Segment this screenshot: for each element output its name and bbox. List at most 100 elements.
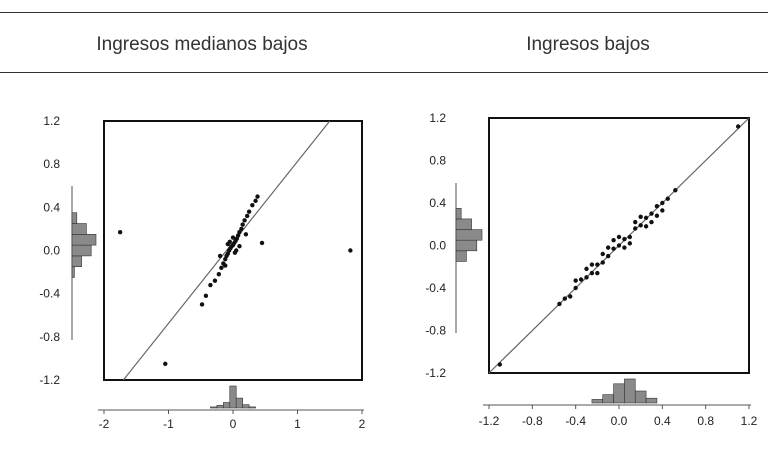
chart2-point-16 (633, 226, 638, 231)
chart2-point-6 (578, 277, 584, 282)
chart2-y-tick-label: -0.8 (425, 324, 446, 338)
chart2-point-32 (622, 245, 627, 250)
chart2-point-26 (605, 245, 611, 250)
chart2-point-15 (627, 234, 633, 240)
chart1-x-hist-bar-3 (229, 385, 237, 409)
chart2-point-11 (605, 253, 611, 259)
chart2-y-tick-label: 0.8 (429, 154, 446, 168)
chart1-point-39 (225, 241, 231, 247)
chart2-point-25 (595, 270, 600, 276)
chart1-point-27 (246, 209, 252, 214)
chart1-x-hist-bar-0 (210, 406, 218, 409)
chart2-point-38 (600, 251, 605, 257)
chart2-y-tick-label: 0.0 (429, 239, 446, 253)
chart2-point-37 (654, 213, 660, 218)
chart2-point-14 (622, 236, 627, 242)
chart1-x-hist-bar-2 (223, 402, 231, 409)
chart2-x-tick-label: -1.2 (479, 414, 500, 428)
chart2-point-29 (638, 214, 643, 220)
chart1-x-tick-label: 1 (294, 417, 301, 431)
chart1-y-hist-bar-2 (71, 244, 92, 257)
chart1-point-34 (230, 235, 236, 240)
chart2-x-tick-label: 0.4 (654, 414, 671, 428)
chart1-frame (103, 120, 363, 381)
chart2-point-33 (611, 237, 616, 243)
chart1-point-6 (208, 282, 213, 288)
chart2-point-7 (584, 275, 589, 280)
chart1-point-8 (216, 272, 222, 277)
chart1-point-25 (242, 218, 247, 223)
panel-title-right: Ingresos bajos (526, 34, 650, 55)
chart1-point-0 (117, 229, 123, 235)
chart2-point-30 (649, 219, 654, 225)
chart1-point-24 (240, 222, 245, 227)
chart1-point-36 (217, 253, 223, 259)
chart2-point-9 (595, 262, 600, 267)
chart1-y-tick-label: -0.8 (39, 330, 60, 344)
chart2-point-4 (568, 294, 573, 299)
chart2-y-tick-label: 1.2 (429, 111, 446, 125)
chart2-point-23 (673, 188, 678, 193)
chart2-point-3 (562, 296, 568, 301)
chart1-y-tick-label: 0.8 (43, 157, 60, 171)
chart2-point-36 (589, 262, 595, 267)
chart1-x-tick-label: 2 (359, 417, 366, 431)
chart2-point-1 (735, 124, 741, 129)
chart2-point-24 (584, 266, 589, 272)
chart1-point-5 (203, 293, 209, 299)
top-rule (0, 12, 768, 13)
chart2-x-hist-bar-2 (613, 383, 625, 404)
chart2-x-tick-label: 0.0 (611, 414, 628, 428)
chart2-x-tick-label: 0.8 (697, 414, 714, 428)
chart2-x-hist-bar-3 (624, 378, 636, 404)
chart1-y-tick-label: 0.0 (43, 244, 60, 258)
chart1-point-4 (199, 302, 205, 307)
chart2-point-31 (573, 278, 578, 283)
chart2-x-hist-bar-0 (591, 399, 604, 404)
chart1-point-2 (348, 248, 353, 253)
chart2-x-hist-bar-5 (645, 397, 658, 404)
chart1-point-37 (243, 232, 249, 237)
chart2-point-0 (497, 362, 503, 367)
chart1-point-7 (212, 278, 218, 283)
chart1-point-35 (237, 243, 242, 249)
chart2-point-2 (557, 301, 562, 307)
chart2-point-12 (611, 246, 616, 251)
chart2-y-hist-bar-4 (455, 208, 462, 220)
chart1-y-tick-label: 1.2 (43, 114, 60, 128)
chart1-x-tick-label: 0 (230, 417, 237, 431)
chart2-x-hist-bar-1 (602, 394, 614, 404)
chart2-y-tick-label: -1.2 (425, 366, 446, 380)
chart2-y-tick-label: -0.4 (425, 281, 446, 295)
chart1-x-hist-bar-5 (242, 404, 250, 409)
chart2-point-21 (660, 200, 665, 206)
chart1-y-hist-bar-5 (71, 212, 78, 224)
chart1-point-38 (232, 250, 238, 255)
chart2-x-hist-bar-4 (634, 390, 647, 404)
chart2-point-20 (654, 203, 660, 209)
chart1-x-hist-bar-6 (248, 406, 256, 409)
panel-title-left: Ingresos medianos bajos (96, 34, 308, 55)
chart1-x-hist-bar-1 (216, 405, 224, 409)
chart1-point-33 (223, 263, 228, 268)
chart2-point-18 (643, 215, 649, 221)
chart1-point-23 (239, 226, 244, 232)
chart2-point-17 (638, 223, 643, 228)
chart2-y-hist-bar-3 (455, 218, 472, 230)
chart2-y-hist-bar-0 (455, 250, 467, 262)
chart1-y-hist-bar-3 (71, 234, 97, 246)
chart1-point-29 (253, 198, 258, 204)
chart2-point-35 (643, 224, 649, 229)
header-rule (0, 72, 768, 73)
chart1-y-hist-bar-0 (71, 266, 75, 278)
chart2-x-tick-label: -0.8 (522, 414, 543, 428)
chart2-y-tick-label: 0.4 (429, 196, 446, 210)
chart1-reference-line (122, 120, 331, 381)
chart2-y-hist-bar-1 (455, 239, 478, 252)
chart1-y-tick-label: 0.4 (43, 200, 60, 214)
chart2-point-13 (616, 243, 622, 248)
chart2-x-tick-label: 1.2 (741, 414, 758, 428)
chart1-y-tick-label: -1.2 (39, 373, 60, 387)
chart1-point-30 (255, 194, 260, 199)
